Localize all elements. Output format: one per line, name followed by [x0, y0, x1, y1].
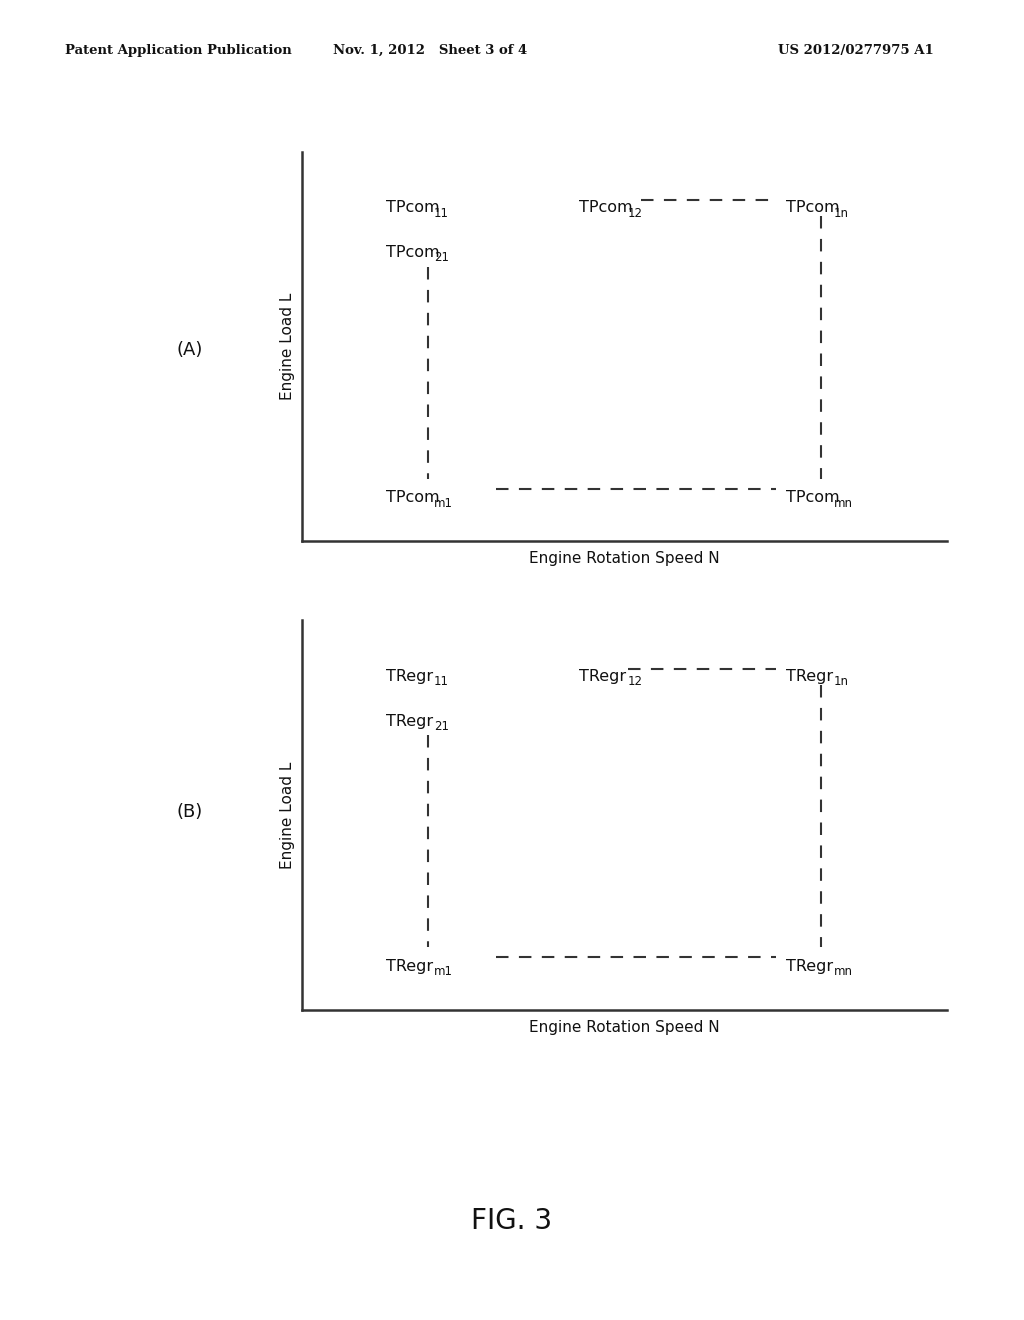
Text: Nov. 1, 2012   Sheet 3 of 4: Nov. 1, 2012 Sheet 3 of 4 — [333, 44, 527, 57]
Text: TRegr: TRegr — [386, 669, 433, 684]
Text: 12: 12 — [628, 207, 642, 219]
Text: TPcom: TPcom — [386, 201, 439, 215]
Text: (B): (B) — [176, 803, 203, 821]
Text: 21: 21 — [434, 251, 449, 264]
X-axis label: Engine Rotation Speed N: Engine Rotation Speed N — [529, 550, 720, 566]
Text: US 2012/0277975 A1: US 2012/0277975 A1 — [778, 44, 934, 57]
Text: 12: 12 — [628, 676, 642, 688]
Text: TRegr: TRegr — [580, 669, 627, 684]
Text: Patent Application Publication: Patent Application Publication — [65, 44, 291, 57]
Text: TRegr: TRegr — [786, 669, 834, 684]
Text: TRegr: TRegr — [786, 958, 834, 974]
Y-axis label: Engine Load L: Engine Load L — [281, 293, 295, 400]
Text: TPcom: TPcom — [786, 490, 840, 506]
Text: TRegr: TRegr — [386, 714, 433, 729]
Text: FIG. 3: FIG. 3 — [471, 1206, 553, 1236]
Text: TPcom: TPcom — [386, 490, 439, 506]
Text: 21: 21 — [434, 719, 449, 733]
Text: TRegr: TRegr — [386, 958, 433, 974]
Text: mn: mn — [834, 965, 853, 978]
Text: TPcom: TPcom — [580, 201, 633, 215]
Y-axis label: Engine Load L: Engine Load L — [281, 762, 295, 869]
Text: 11: 11 — [434, 207, 449, 219]
Text: m1: m1 — [434, 965, 453, 978]
Text: 1n: 1n — [834, 676, 849, 688]
Text: 1n: 1n — [834, 207, 849, 219]
Text: TPcom: TPcom — [386, 246, 439, 260]
Text: mn: mn — [834, 496, 853, 510]
Text: 11: 11 — [434, 676, 449, 688]
Text: (A): (A) — [176, 341, 203, 359]
Text: TPcom: TPcom — [786, 201, 840, 215]
Text: m1: m1 — [434, 496, 453, 510]
X-axis label: Engine Rotation Speed N: Engine Rotation Speed N — [529, 1019, 720, 1035]
